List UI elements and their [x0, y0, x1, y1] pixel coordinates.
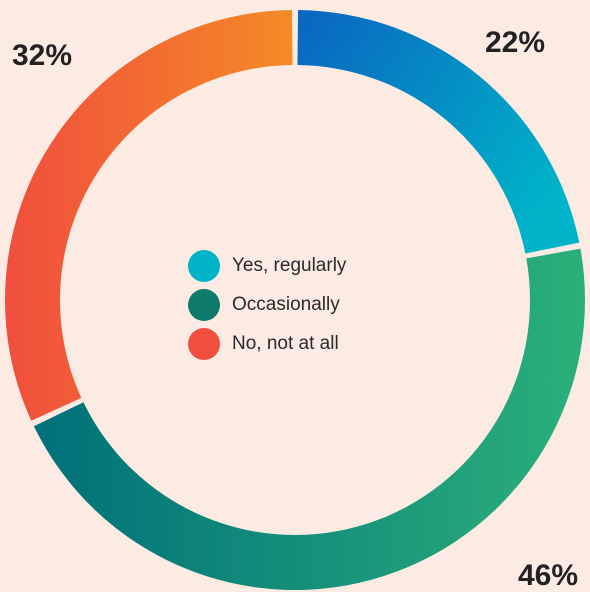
legend-label-occasionally: Occasionally [232, 294, 340, 315]
slice-yes-regularly [297, 10, 580, 254]
legend-swatch-occasionally [188, 289, 220, 321]
legend-label-yes-regularly: Yes, regularly [232, 255, 347, 276]
legend-item-occasionally: Occasionally [188, 289, 346, 321]
legend-swatch-no-not-at-all [188, 328, 220, 360]
legend-item-no-not-at-all: No, not at all [188, 328, 346, 360]
labels-layer: 22% 46% 32% [12, 26, 578, 592]
pct-label-no-not-at-all: 32% [12, 39, 72, 72]
legend-label-no-not-at-all: No, not at all [232, 333, 339, 354]
slices-layer [5, 10, 586, 590]
pct-label-occasionally: 46% [518, 559, 578, 592]
pct-label-yes-regularly: 22% [485, 26, 545, 59]
legend-item-yes-regularly: Yes, regularly [188, 250, 346, 282]
legend-swatch-yes-regularly [188, 250, 220, 282]
slice-no-not-at-all [5, 10, 293, 421]
slice-occasionally [33, 248, 586, 590]
legend: Yes, regularly Occasionally No, not at a… [188, 250, 346, 360]
